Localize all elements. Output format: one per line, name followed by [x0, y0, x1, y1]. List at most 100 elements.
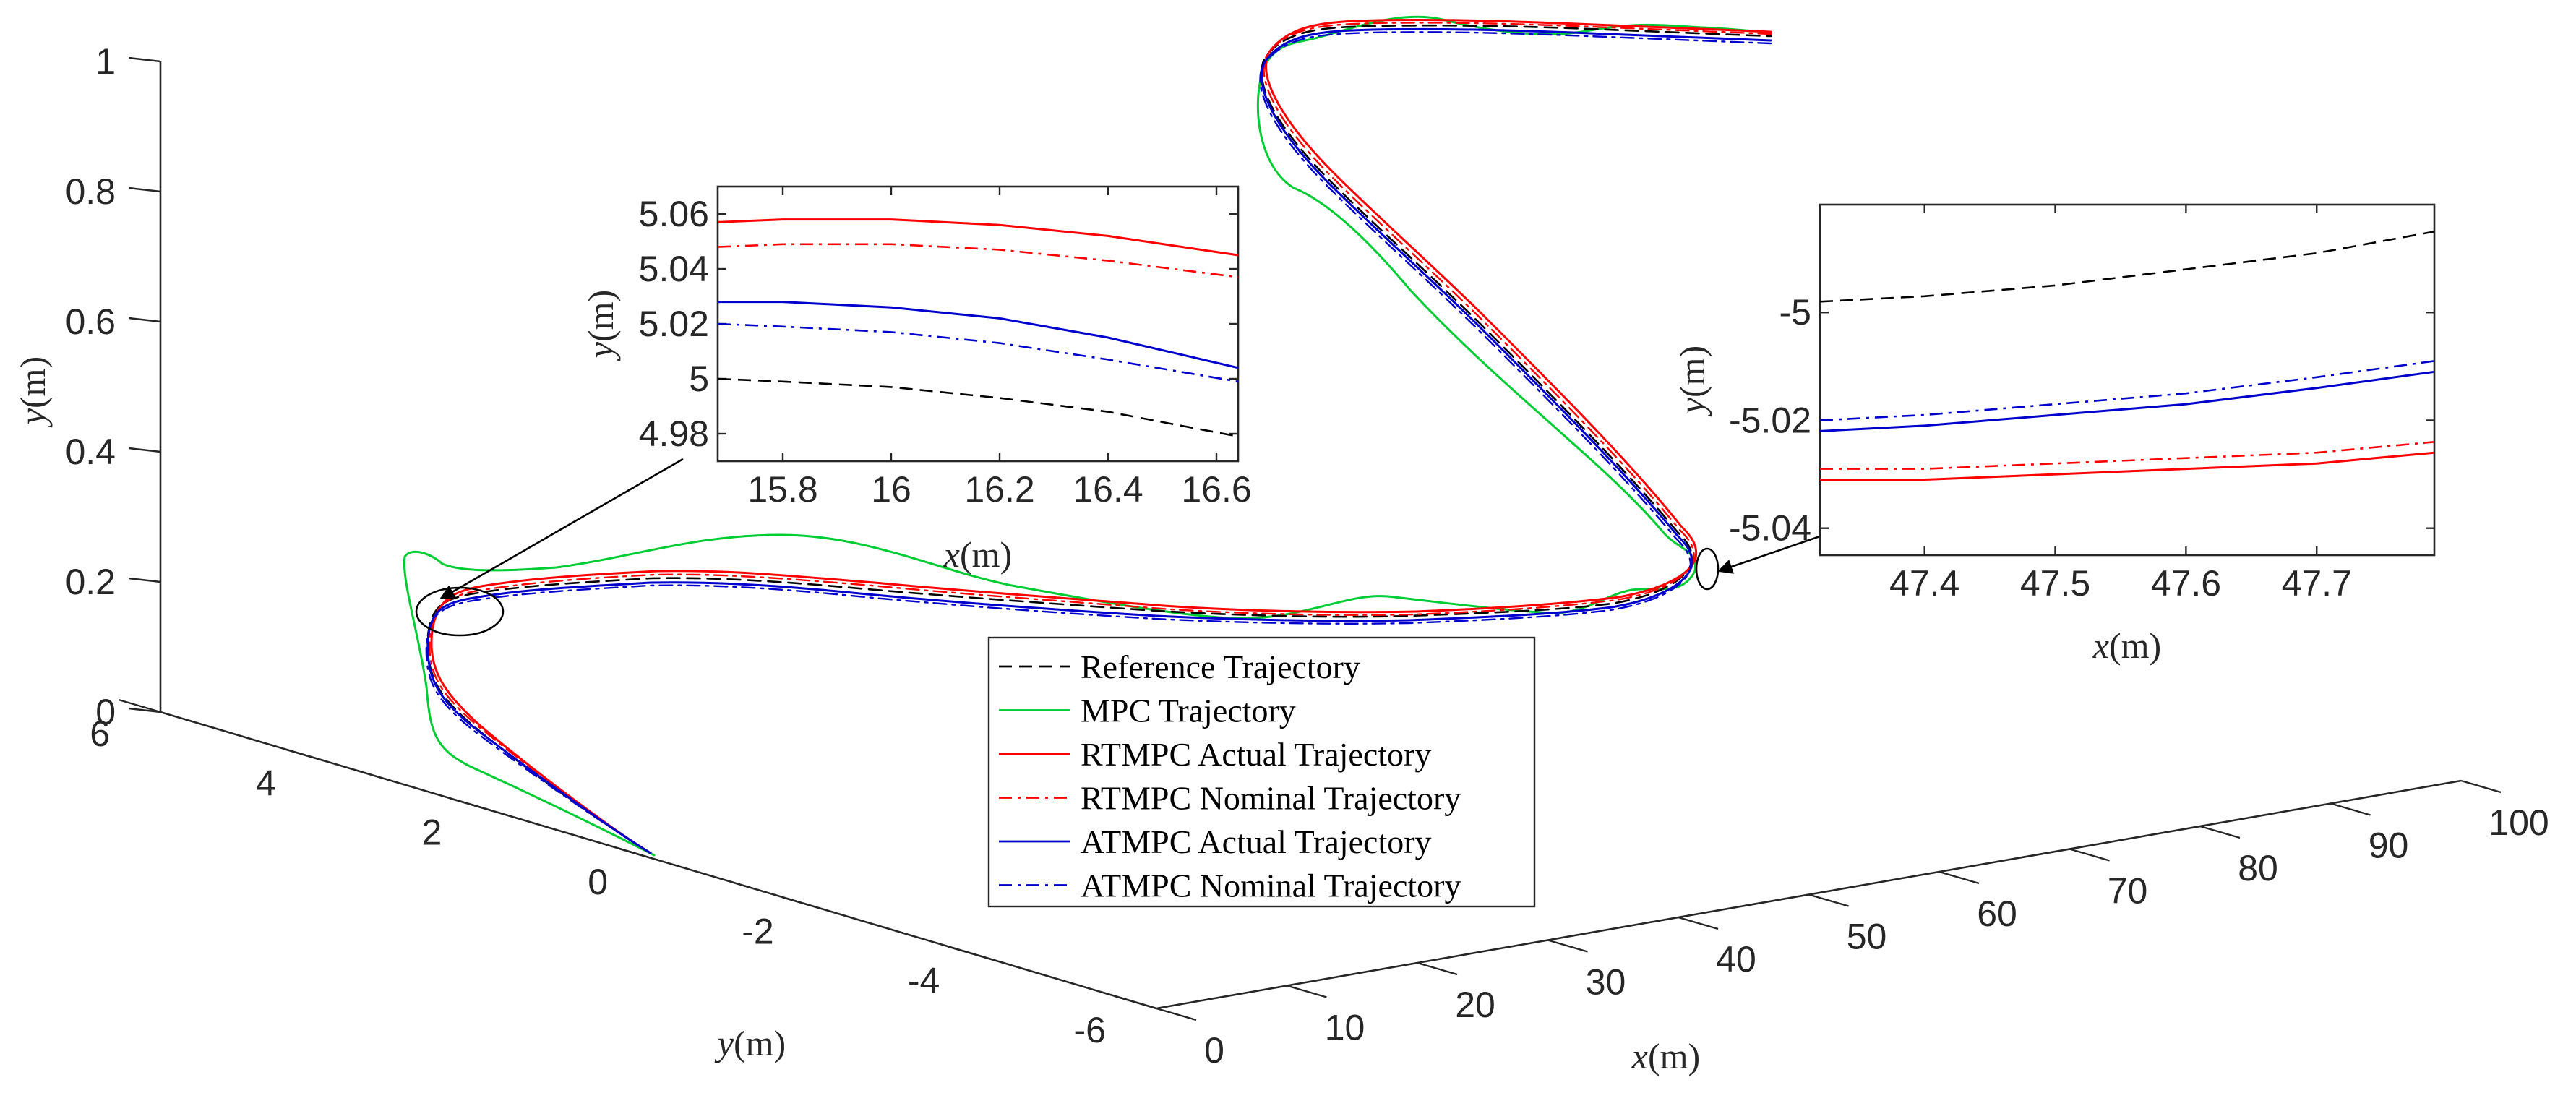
x-tick-label: 20	[1455, 985, 1495, 1025]
inset-left-x-tick-label: 15.8	[747, 469, 817, 510]
x-tick-mark	[1547, 939, 1588, 953]
y-tick-mark	[782, 896, 825, 911]
inset-right-x-tick-label: 47.6	[2151, 563, 2221, 604]
inset-right-y-label: y(m)	[1672, 346, 1712, 417]
inset-right-curves	[1819, 231, 2435, 481]
inset-right-x-tick-label: 47.4	[1889, 563, 1959, 604]
x-axis-label-unit: (m)	[1648, 1036, 1700, 1076]
z-axis-label-unit: (m)	[12, 356, 53, 408]
x-tick-mark	[1417, 961, 1458, 976]
inset-left-frame	[716, 185, 1240, 463]
inset-right-series-rtmpc-actual-trajectory	[1820, 451, 2435, 481]
x-tick-mark	[2069, 848, 2110, 862]
inset-left-series-rtmpc-actual-trajectory	[717, 218, 1239, 257]
legend-entries: Reference Trajectory MPC Trajectory RTMPC …	[999, 648, 1461, 904]
x-tick-label: 50	[1847, 917, 1887, 957]
y-axis-label-unit: (m)	[734, 1023, 786, 1063]
y-ticks: -6 -4 -2 0 2 4 6	[90, 698, 1157, 1050]
x-tick-mark	[1808, 893, 1849, 907]
legend-label: ATMPC Actual Trajectory	[1081, 823, 1432, 860]
z-tick-label: 0.4	[65, 432, 116, 472]
y-tick-mark	[948, 946, 991, 960]
inset-left-x-label: x(m)	[943, 534, 1012, 575]
series-atmpc-nominal	[425, 31, 1772, 854]
zoom-arrow-left	[439, 458, 684, 600]
y-axis-label-var: y	[714, 1023, 734, 1063]
inset-left-y-tick-label: 5.06	[639, 194, 709, 234]
main-3d-axes: 0 0.2 0.4 0.6 0.8 1 -6 -4 -2 0 2 4 6 0 10 20 30 40 50 60 7…	[12, 41, 2549, 1076]
inset-right-y-label-unit: (m)	[1672, 346, 1712, 398]
x-tick-mark	[2199, 825, 2241, 839]
inset-right-y-label-var: y	[1672, 397, 1712, 417]
x-axis-label: x(m)	[1631, 1036, 1700, 1076]
legend-label: MPC Trajectory	[1081, 693, 1296, 729]
y-tick-mark	[284, 748, 327, 763]
inset-left-y-label: y(m)	[580, 290, 621, 361]
z-axis-label-var: y	[12, 408, 53, 428]
inset-left-x-label-var: x	[943, 534, 960, 575]
y-tick-label: 2	[422, 813, 442, 853]
inset-left-y-tick-label: 4.98	[639, 413, 709, 454]
inset-left-series-atmpc-nominal-trajectory	[717, 322, 1239, 383]
inset-left-ticks: 15.8 16 16.2 16.4 16.6 4.98 5 5.02 5.04 5.06	[639, 187, 1252, 510]
inset-left-x-label-unit: (m)	[960, 534, 1012, 575]
legend: Reference Trajectory MPC Trajectory RTMPC …	[987, 636, 1536, 908]
x-tick-mark	[1287, 985, 1327, 998]
x-ticks: 0 10 20 30 40 50 60 70 80 90 100	[1156, 779, 2549, 1071]
z-tick-label: 0.6	[65, 301, 116, 342]
inset-left-y-tick-label: 5.04	[639, 249, 709, 289]
z-axis-label: y(m)	[12, 356, 53, 428]
x-tick-mark	[2460, 779, 2502, 794]
x-tick-mark	[2330, 802, 2371, 816]
inset-right-series-atmpc-nominal-trajectory	[1819, 360, 2435, 421]
inset-right-x-tick-label: 47.5	[2020, 563, 2090, 604]
x-tick-label: 60	[1977, 893, 2017, 934]
y-tick-label: 4	[256, 763, 276, 803]
inset-left-y-tick-label: 5	[689, 359, 709, 399]
y-tick-label: -2	[742, 911, 773, 951]
y-tick-mark	[616, 846, 659, 862]
inset-left-y-label-var: y	[580, 341, 621, 361]
x-axis-label-var: x	[1631, 1036, 1648, 1076]
z-tick-label: 0	[95, 692, 116, 732]
z-ticks: 0 0.2 0.4 0.6 0.8 1	[65, 41, 161, 732]
inset-right: 47.4 47.5 47.6 47.7-5.04-5.02-5 x(m) y(m)	[1672, 203, 2436, 666]
inset-right-x-label-var: x	[2092, 625, 2109, 666]
y-tick-mark	[450, 797, 493, 812]
z-tick-mark	[128, 577, 161, 583]
inset-left-curves	[717, 218, 1239, 438]
z-tick-mark	[128, 447, 161, 453]
legend-label: ATMPC Nominal Trajectory	[1081, 867, 1461, 904]
x-tick-label: 80	[2238, 848, 2278, 888]
x-tick-label: 0	[1204, 1030, 1224, 1071]
inset-right-series-reference-trajectory	[1819, 231, 2435, 303]
y-axis-label: y(m)	[714, 1023, 786, 1063]
z-tick-mark	[128, 56, 161, 63]
z-tick-mark	[128, 187, 161, 193]
x-tick-label: 100	[2489, 802, 2549, 843]
inset-right-series-rtmpc-nominal-trajectory	[1820, 441, 2435, 470]
inset-left-x-tick-label: 16	[871, 469, 911, 510]
z-tick-mark	[128, 317, 161, 323]
inset-left-x-tick-label: 16.6	[1181, 469, 1251, 510]
inset-right-y-tick-label: -5.02	[1729, 400, 1811, 440]
legend-label: RTMPC Actual Trajectory	[1081, 736, 1431, 773]
y-tick-label: -6	[1074, 1010, 1106, 1050]
y-tick-mark	[1114, 995, 1157, 1010]
series-rtmpc-actual	[430, 18, 1772, 854]
x-tick-label: 90	[2369, 826, 2409, 866]
z-tick-label: 0.8	[65, 171, 116, 212]
inset-right-series-atmpc-actual-trajectory	[1819, 370, 2435, 432]
inset-right-x-label-unit: (m)	[2109, 625, 2161, 666]
y-tick-label: 6	[90, 713, 110, 754]
z-tick-label: 1	[95, 41, 116, 82]
x-tick-label: 10	[1325, 1008, 1365, 1048]
series-atmpc-actual	[426, 27, 1772, 854]
inset-left-x-tick-label: 16.2	[964, 469, 1034, 510]
inset-right-frame	[1819, 203, 2436, 557]
x-tick-label: 30	[1586, 962, 1626, 1003]
series-reference	[426, 24, 1772, 854]
inset-left-x-tick-label: 16.4	[1073, 469, 1143, 510]
legend-box	[987, 636, 1536, 908]
